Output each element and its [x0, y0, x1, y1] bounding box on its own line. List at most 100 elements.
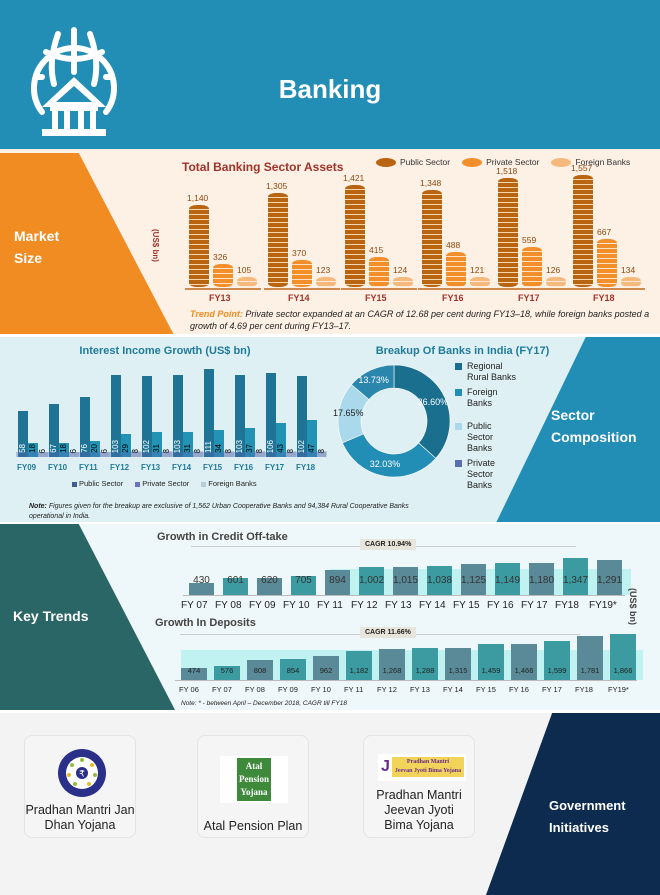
bar [325, 570, 350, 595]
value-label: 370 [292, 248, 307, 259]
bar [461, 564, 486, 595]
bar-value-label: 894 [329, 575, 346, 586]
bar-value-label: 474 [187, 666, 201, 675]
value-label: 126 [546, 265, 561, 275]
initiative-card-pmjjby[interactable]: J Pradhan Mantri Jeevan Jyoti Bima Yojana… [363, 735, 475, 838]
bar-private-sector: 18 [59, 442, 69, 457]
bar-value-label: 962 [319, 666, 333, 675]
atal-pension-yojana-logo-icon: Atal Pension Yojana [237, 758, 271, 801]
bar [189, 583, 214, 595]
bar [511, 643, 537, 680]
axis-baseline [418, 288, 494, 290]
value-label: 1,348 [420, 178, 442, 189]
value-label: 121 [470, 265, 485, 275]
globe-bank-icon [31, 27, 117, 136]
x-tick-label: FY18 [296, 463, 316, 472]
x-tick-label: FY 06 [179, 685, 199, 694]
donut-slice [393, 364, 451, 459]
x-tick-label: FY 09 [249, 600, 276, 611]
x-tick-label: FY17 [265, 463, 285, 472]
x-tick-label: FY 15 [453, 600, 480, 611]
bar-value-label: 1,015 [392, 575, 419, 586]
bar [379, 648, 405, 680]
coin-stack-foreign-banks [237, 277, 257, 287]
bar-foreign-banks: 8 [255, 449, 265, 457]
x-tick-label: FY 12 [377, 685, 397, 694]
coin-stack-foreign-banks [546, 277, 566, 287]
apy-logo-frame: Atal Pension Yojana [220, 756, 288, 803]
coin-stack-foreign-banks [621, 277, 641, 287]
bar-value-label: 620 [261, 575, 278, 586]
government-initiatives-label: Government Initiatives [549, 798, 626, 835]
bar-private-sector: 20 [90, 441, 100, 457]
x-tick-label: FY15 [365, 293, 387, 303]
bar-value-label: 1,599 [547, 666, 567, 675]
bar-foreign-banks: 8 [224, 449, 234, 457]
bar-value-label: 103 [173, 439, 182, 453]
bar-foreign-banks: 6 [38, 449, 48, 457]
bar-public-sector: 103 [235, 375, 245, 457]
x-axis-line [175, 680, 637, 681]
bar-public-sector: 103 [111, 375, 121, 457]
initiative-name: Pradhan Mantri Jan Dhan Yojana [25, 803, 135, 832]
axis-baseline [185, 288, 261, 290]
coin-stack-private-sector [213, 263, 233, 287]
x-tick-label: FY13 [209, 293, 231, 303]
market-size-section: Market Size Total Banking Sector Assets P… [0, 146, 660, 337]
initiative-card-pmjdy[interactable]: ₹ Pradhan Mantri Jan Dhan Yojana [24, 735, 136, 838]
bar-public-sector: 102 [142, 376, 152, 457]
interest-income-legend: Public Sector Private Sector Foreign Ban… [72, 479, 257, 488]
breakup-legend: Regional Rural Banks Foreign Banks Publi… [455, 361, 522, 495]
bar [393, 567, 418, 595]
bar-public-sector: 58 [18, 411, 28, 457]
breakup-chart-title: Breakup Of Banks in India (FY17) [375, 345, 550, 357]
x-tick-label: FY18 [555, 600, 579, 611]
initiative-card-apy[interactable]: Atal Pension Yojana Atal Pension Plan [197, 735, 309, 838]
coin-stack-foreign-banks [470, 277, 490, 287]
assets-legend: Public Sector Private Sector Foreign Ban… [376, 157, 630, 167]
x-tick-label: FY11 [79, 463, 98, 472]
x-tick-label: FY 14 [419, 600, 446, 611]
legend-foreign: Foreign Banks [551, 157, 630, 167]
bar-value-label: 1,038 [426, 575, 453, 586]
bar-foreign-banks: 6 [69, 449, 79, 457]
bar [359, 567, 384, 595]
bar-public-sector: 67 [49, 403, 59, 457]
deposit-chart-title: Growth In Deposits [155, 617, 256, 629]
value-label: 667 [597, 227, 612, 238]
x-tick-label: FY 08 [215, 600, 242, 611]
bar-public-sector: 76 [80, 396, 90, 457]
value-label: 1,518 [496, 165, 518, 176]
donut-slice [342, 433, 437, 478]
legend-private: Private Sector [462, 157, 539, 167]
coin-stack-foreign-banks [316, 277, 336, 287]
coin-icon [462, 157, 483, 167]
x-tick-label: FY 16 [487, 600, 514, 611]
bar-value-label: 430 [193, 575, 210, 586]
x-tick-label: FY 11 [317, 600, 343, 611]
credit-cagr-badge: CAGR 10.94% [360, 539, 417, 550]
x-tick-label: FY16 [234, 463, 254, 472]
bar-foreign-banks: 8 [162, 449, 172, 457]
assets-chart-title: Total Banking Sector Assets [182, 160, 344, 174]
bar-value-label: 106 [266, 439, 275, 453]
bar-private-sector: 31 [183, 432, 193, 457]
bar-value-label: 102 [297, 439, 306, 453]
legend-public: Public Sector [72, 479, 123, 488]
bar-value-label: 854 [286, 666, 300, 675]
coin-stack-public-sector [573, 175, 593, 287]
axis-baseline [264, 288, 340, 290]
bar [291, 575, 316, 595]
x-tick-label: FY 17 [521, 600, 548, 611]
bar-foreign-banks: 8 [286, 449, 296, 457]
coin-stack-public-sector [498, 177, 518, 287]
donut-value-label: 17.65% [333, 408, 364, 419]
bar [257, 577, 282, 595]
bar-value-label: 103 [235, 439, 244, 453]
breakup-note: Note: Figures given for the breakup are … [29, 503, 409, 520]
donut-value-label: 36.60% [417, 396, 449, 407]
value-label: 1,140 [187, 192, 209, 203]
pmjdy-logo-icon: ₹ [58, 749, 106, 797]
legend-rrb: Regional Rural Banks [455, 361, 522, 383]
value-label: 124 [393, 265, 408, 275]
